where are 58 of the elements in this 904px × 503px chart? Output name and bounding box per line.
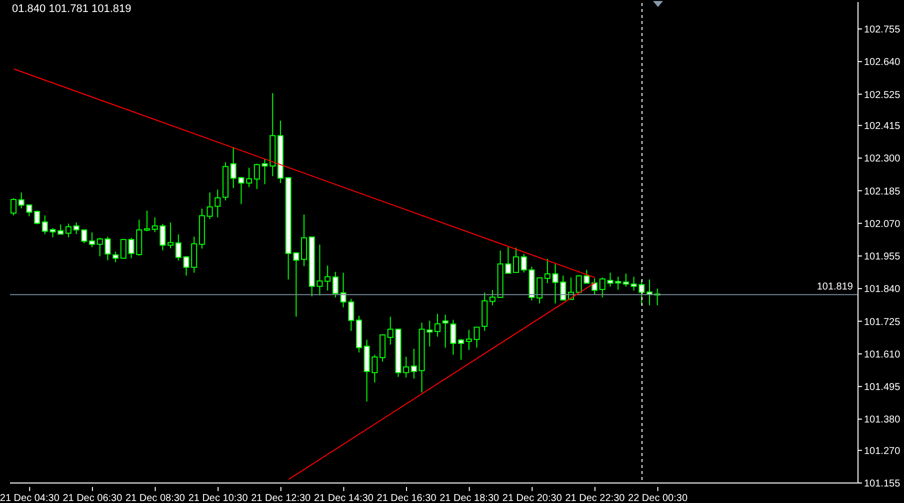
x-tick-label: 21 Dec 18:30 — [440, 493, 500, 503]
candlestick — [615, 276, 622, 290]
x-tick-label: 21 Dec 20:30 — [502, 493, 562, 503]
x-tick-label: 21 Dec 04:30 — [0, 493, 60, 503]
candlestick — [489, 290, 496, 306]
candlestick — [120, 238, 126, 259]
x-tick-label: 21 Dec 12:30 — [251, 493, 312, 503]
candlestick — [254, 163, 260, 190]
candlestick — [246, 167, 252, 188]
candlestick — [536, 277, 543, 304]
x-tick-label: 21 Dec 16:30 — [376, 493, 437, 503]
candlestick — [191, 236, 198, 274]
x-tick-label: 21 Dec 22:30 — [565, 493, 626, 503]
candlestick — [592, 278, 598, 296]
candlestick — [622, 273, 629, 288]
x-tick-label: 22 Dec 00:30 — [628, 493, 688, 503]
candlestick — [168, 222, 174, 249]
candlestick — [34, 210, 40, 225]
candlestick — [42, 214, 48, 235]
candlestick — [450, 319, 456, 356]
y-tick-label: 101.955 — [864, 252, 901, 263]
candlestick — [65, 223, 72, 238]
candlestick — [144, 210, 150, 232]
y-tick-label: 102.525 — [864, 90, 901, 101]
x-tick-label: 21 Dec 14:30 — [314, 493, 374, 503]
y-tick-label: 102.185 — [864, 186, 901, 198]
candlestick — [434, 313, 440, 338]
candlestick — [332, 271, 338, 298]
ref-line-label: 101.819 — [816, 282, 854, 293]
y-tick-label: 102.755 — [864, 24, 901, 36]
y-tick-label: 101.610 — [864, 349, 901, 360]
candlestick — [89, 232, 96, 248]
candlestick — [301, 214, 308, 267]
candlestick — [458, 338, 464, 360]
y-tick-label: 101.380 — [864, 414, 901, 426]
y-tick-label: 101.270 — [864, 446, 901, 457]
annotation: 01.840 101.781 101.819 — [12, 3, 132, 15]
y-tick-label: 102.415 — [864, 120, 901, 132]
candlestick — [324, 265, 331, 292]
candlestick — [513, 247, 520, 273]
y-tick-label: 102.640 — [864, 57, 901, 68]
candlestick — [466, 329, 472, 350]
candlestick — [112, 251, 119, 263]
candlestick — [380, 334, 386, 362]
y-tick-label: 102.300 — [864, 154, 901, 165]
x-tick-label: 21 Dec 08:30 — [126, 493, 186, 503]
candlestick — [10, 198, 16, 216]
y-tick-label: 102.070 — [864, 218, 901, 230]
candlestick — [403, 356, 410, 378]
y-tick-label: 101.495 — [864, 382, 901, 394]
candlestick — [544, 258, 550, 284]
x-tick-label: 21 Dec 10:30 — [188, 493, 248, 503]
y-tick-label: 101.155 — [864, 478, 901, 490]
candlestick — [442, 314, 448, 348]
y-tick-label: 101.840 — [864, 284, 901, 296]
candlestick — [410, 348, 417, 380]
x-tick-label: 21 Dec 06:30 — [62, 493, 123, 503]
y-tick-label: 101.725 — [864, 316, 901, 328]
